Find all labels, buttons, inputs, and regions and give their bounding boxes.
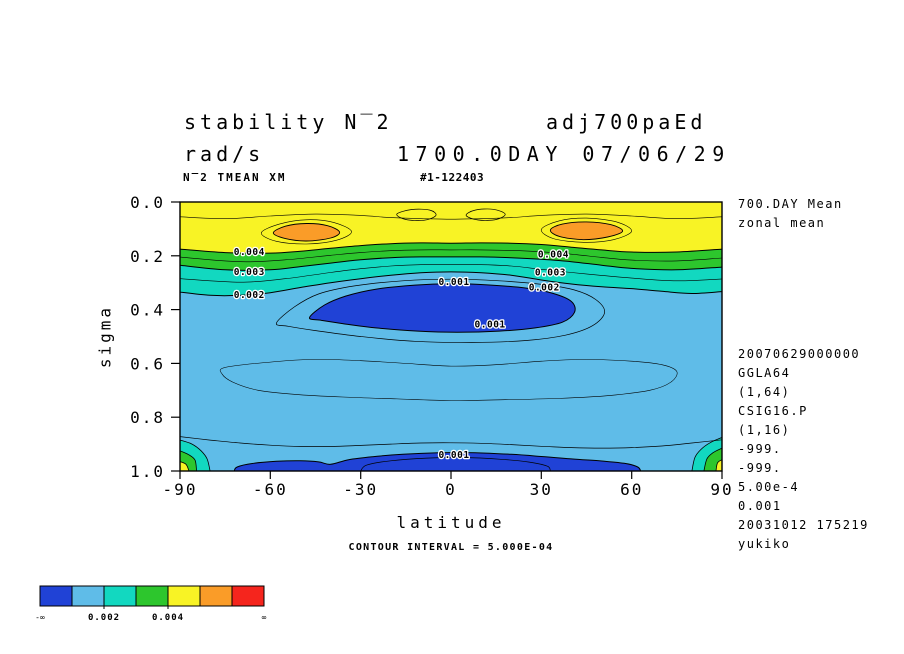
contour-label: 0.002 [234,290,265,301]
contour-line [180,249,722,263]
side-info-line: 5.00e-4 [738,480,800,494]
contour-line [396,208,437,221]
contour-plot-layer: 0.004 0.004 0.003 0.003 0.002 0.002 0.001 0.001… [180,202,722,471]
chart-title-right: adj700paEd [546,110,707,134]
contour-line [549,221,624,241]
run-id-label: #1-122403 [420,171,485,184]
contour-line [715,459,722,471]
side-info-line: (1,64) [738,385,791,399]
colorbar-cell [103,585,137,607]
y-tick-label: 0.0 [130,193,165,212]
contour-label: 0.001 [475,319,506,330]
contour-fill-low-stability-mid-troposphere [309,283,576,333]
time-label: 1700.0DAY 07/06/29 [397,142,731,166]
contour-line [691,437,722,471]
contour-fill-corner-se-yellow [716,459,722,471]
contour-line [180,271,722,297]
contour-fill-low-stability-surface [234,452,641,471]
contour-line [180,439,211,471]
colorbar-cell [199,585,233,607]
contour-line [360,457,551,471]
contour-label: 0.001 [438,277,469,288]
contour-line [261,219,352,245]
side-annotation-top: 700.DAY Mean zonal mean [738,195,843,233]
side-note-line: 700.DAY Mean [738,197,843,211]
side-info-line: -999. [738,442,782,456]
contour-label: 0.004 [538,250,569,261]
colorbar-label: 0.002 [88,613,120,623]
contour-line [180,436,722,449]
y-tick-label: 0.2 [130,247,165,266]
x-axis-label: latitude [396,513,506,532]
side-info-line: 20031012 175219 [738,518,869,532]
contour-line [180,242,722,254]
x-tick-label: -30 [343,480,378,499]
contour-label: 0.004 [234,247,265,258]
colorbar-label: ∞ [262,613,267,622]
contour-line [540,217,632,243]
contour-fill-orange-cell-south [273,223,340,242]
colorbar-label: -∞ [35,613,45,622]
y-tick-label: 0.6 [130,354,165,373]
colorbar-label: 0.004 [152,613,184,623]
y-tick-label: 0.8 [130,408,165,427]
contour-line [219,359,678,401]
contour-line [272,223,341,242]
x-tick-label: 90 [710,480,733,499]
side-info-line: (1,16) [738,423,791,437]
contour-line [180,213,722,220]
side-info-line: 20070629000000 [738,347,861,361]
side-info-line: yukiko [738,537,791,551]
y-tick-label: 0.4 [130,301,165,320]
contour-line [465,208,506,221]
contour-fill-corner-sw-yellow [180,461,189,471]
side-info-line: -999. [738,461,782,475]
x-tick-label: 30 [530,480,553,499]
side-annotation-bottom: 20070629000000 GGLA64 (1,64) CSIG16.P (1,16)… [738,345,869,554]
colorbar-cell [71,585,105,607]
contour-label: 0.002 [529,283,560,294]
side-info-line: CSIG16.P [738,404,808,418]
side-note-line: zonal mean [738,216,826,230]
colorbar-cell [135,585,169,607]
chart-title: stability N‾2 [184,110,393,134]
x-tick-label: -60 [253,480,288,499]
contour-label: 0.001 [438,450,469,461]
variable-id-label: N‾2 TMEAN XM [183,171,287,184]
contour-line [309,283,576,333]
contour-fill-orange-cell-north [550,221,623,240]
contour-line [180,450,197,471]
x-tick-label: -90 [163,480,198,499]
y-tick-label: 1.0 [130,462,165,481]
contour-label: 0.003 [234,267,265,278]
colorbar-cell [231,585,265,607]
colorbar-cell [39,585,73,607]
contour-interval-note: CONTOUR INTERVAL = 5.000E-04 [348,542,554,553]
contour-line [180,264,722,283]
colorbar-cell [167,585,201,607]
contour-line [180,256,722,271]
contour-line [703,447,722,471]
contour-line [276,278,605,343]
contour-label: 0.003 [535,268,566,279]
side-info-line: GGLA64 [738,366,791,380]
units-label: rad/s [184,142,265,166]
contour-line [180,461,190,471]
x-tick-label: 0 [445,480,457,499]
side-info-line: 0.001 [738,499,782,513]
x-tick-label: 60 [620,480,643,499]
contour-line [233,451,642,471]
